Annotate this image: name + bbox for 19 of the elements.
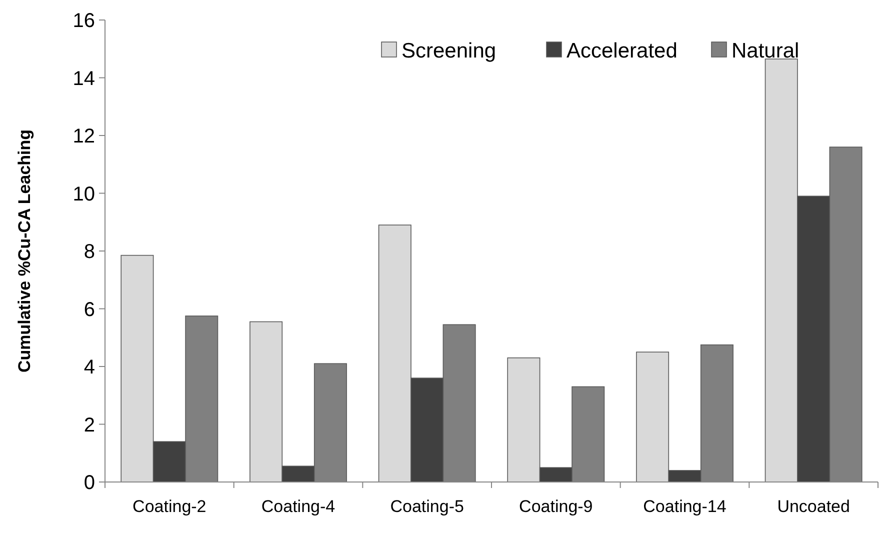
legend-label: Screening <box>402 39 496 62</box>
y-tick-label: 4 <box>84 356 95 378</box>
y-tick-label: 8 <box>84 241 95 263</box>
y-tick-label: 16 <box>72 10 95 32</box>
y-tick-label: 2 <box>84 414 95 436</box>
x-tick-label: Coating-4 <box>261 497 336 516</box>
x-tick-label: Uncoated <box>777 497 850 516</box>
y-axis-title: Cumulative %Cu-CA Leaching <box>15 129 34 373</box>
x-tick-label: Coating-5 <box>390 497 464 516</box>
y-tick-label: 10 <box>72 183 95 206</box>
y-tick-label: 0 <box>84 472 95 494</box>
x-tick-label: Coating-14 <box>643 497 726 516</box>
y-tick-label: 12 <box>72 126 95 148</box>
x-tick-label: Coating-9 <box>519 497 593 516</box>
legend-label: Natural <box>732 39 800 62</box>
y-tick-label: 6 <box>84 298 95 321</box>
x-tick-label: Coating-2 <box>132 497 206 516</box>
legend-label: Accelerated <box>566 39 678 62</box>
y-tick-label: 14 <box>72 68 95 90</box>
